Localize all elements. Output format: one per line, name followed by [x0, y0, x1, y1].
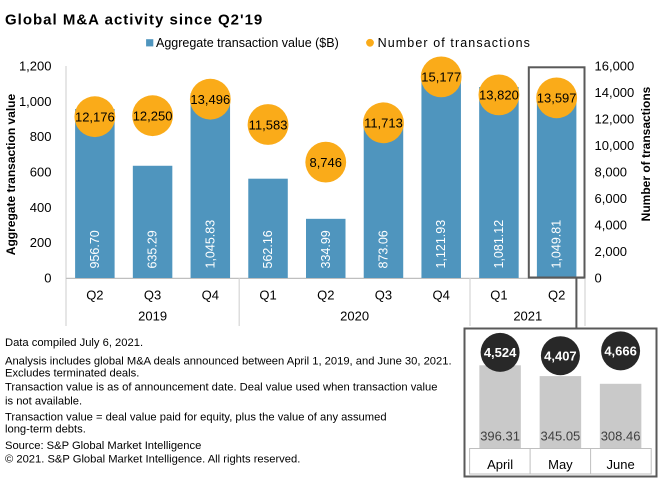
svg-text:1,000: 1,000	[19, 94, 52, 109]
svg-text:11,583: 11,583	[249, 117, 288, 132]
svg-text:Excludes terminated deals.: Excludes terminated deals.	[5, 368, 139, 380]
svg-text:Q3: Q3	[375, 287, 392, 302]
svg-text:12,250: 12,250	[133, 108, 173, 123]
svg-text:600: 600	[30, 165, 52, 180]
svg-text:13,496: 13,496	[190, 92, 230, 107]
svg-text:Q4: Q4	[433, 287, 450, 302]
svg-text:4,666: 4,666	[604, 344, 637, 359]
svg-text:396.31: 396.31	[480, 428, 520, 443]
svg-text:Q2: Q2	[548, 287, 565, 302]
svg-text:6,000: 6,000	[595, 191, 628, 206]
svg-text:Source: S&P Global Market Inte: Source: S&P Global Market Intelligence	[5, 440, 201, 452]
svg-text:Number of transactions: Number of transactions	[378, 36, 531, 50]
svg-text:Q2: Q2	[86, 287, 103, 302]
svg-text:400: 400	[30, 200, 52, 215]
svg-text:Number of transactions: Number of transactions	[639, 86, 653, 221]
svg-text:0: 0	[595, 271, 602, 286]
svg-text:14,000: 14,000	[595, 85, 635, 100]
svg-text:Transaction value = deal value: Transaction value = deal value paid for …	[5, 411, 387, 423]
svg-text:Transaction value is as of ann: Transaction value is as of announcement …	[5, 382, 437, 394]
svg-text:4,524: 4,524	[484, 345, 517, 360]
svg-text:8,000: 8,000	[595, 165, 628, 180]
svg-text:12,176: 12,176	[75, 109, 115, 124]
svg-text:800: 800	[30, 129, 52, 144]
svg-text:Analysis includes global M&A d: Analysis includes global M&A deals annou…	[5, 355, 452, 367]
svg-text:is not available.: is not available.	[5, 395, 82, 407]
svg-text:1,121.93: 1,121.93	[434, 220, 448, 269]
svg-text:334.99: 334.99	[319, 230, 333, 268]
svg-text:1,081.12: 1,081.12	[492, 220, 506, 269]
svg-text:Data compiled July 6, 2021.: Data compiled July 6, 2021.	[5, 337, 143, 349]
svg-text:873.06: 873.06	[376, 230, 390, 268]
svg-text:Q3: Q3	[144, 287, 161, 302]
svg-text:956.70: 956.70	[88, 230, 102, 268]
svg-text:1,200: 1,200	[19, 59, 52, 74]
svg-text:13,820: 13,820	[479, 88, 519, 103]
svg-text:long-term debts.: long-term debts.	[5, 423, 86, 435]
svg-text:Q4: Q4	[202, 287, 219, 302]
svg-text:345.05: 345.05	[541, 428, 581, 443]
svg-text:April: April	[487, 457, 513, 472]
svg-text:2019: 2019	[138, 309, 167, 324]
svg-text:4,407: 4,407	[544, 349, 577, 364]
svg-text:308.46: 308.46	[601, 428, 641, 443]
svg-text:June: June	[606, 457, 634, 472]
svg-text:200: 200	[30, 235, 52, 250]
svg-text:2021: 2021	[513, 309, 542, 324]
svg-text:15,177: 15,177	[421, 70, 461, 85]
svg-text:562.16: 562.16	[261, 230, 275, 268]
svg-text:16,000: 16,000	[595, 59, 635, 74]
svg-text:10,000: 10,000	[595, 138, 635, 153]
svg-text:8,746: 8,746	[309, 155, 342, 170]
svg-text:0: 0	[44, 271, 51, 286]
svg-text:© 2021. S&P Global Market Inte: © 2021. S&P Global Market Intelligence. …	[5, 454, 300, 466]
svg-text:Global M&A activity since Q2'1: Global M&A activity since Q2'19	[5, 12, 263, 29]
svg-text:2,000: 2,000	[595, 244, 628, 259]
svg-text:13,597: 13,597	[537, 91, 577, 106]
svg-text:11,713: 11,713	[364, 116, 403, 131]
svg-text:Q1: Q1	[259, 287, 276, 302]
svg-text:2020: 2020	[340, 309, 369, 324]
svg-text:Q1: Q1	[490, 287, 507, 302]
svg-text:12,000: 12,000	[595, 112, 635, 127]
svg-text:Q2: Q2	[317, 287, 334, 302]
svg-text:Aggregate transaction value ($: Aggregate transaction value ($B)	[156, 36, 339, 50]
svg-text:May: May	[548, 457, 573, 472]
svg-text:4,000: 4,000	[595, 218, 628, 233]
svg-text:635.29: 635.29	[146, 230, 160, 268]
svg-text:1,049.81: 1,049.81	[550, 220, 564, 269]
svg-text:Aggregate transaction value: Aggregate transaction value	[4, 93, 18, 255]
svg-text:1,045.83: 1,045.83	[203, 220, 217, 269]
